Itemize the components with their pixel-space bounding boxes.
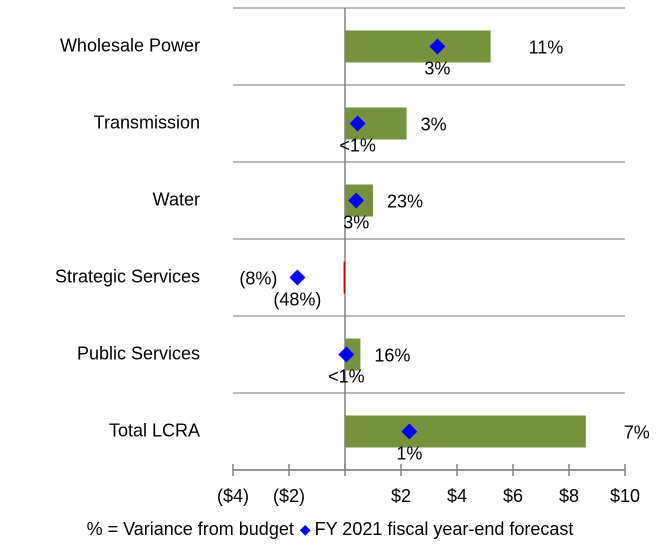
bar — [345, 415, 586, 448]
bar-label: 11% — [529, 37, 564, 57]
legend-note: % = Variance from budget — [87, 519, 294, 539]
bar-label: 7% — [624, 422, 650, 442]
legend: % = Variance from budget ◆ FY 2021 fiscal … — [87, 519, 574, 539]
marker-label: (48%) — [273, 289, 321, 309]
marker-label: 1% — [396, 443, 422, 463]
category-label: Wholesale Power — [60, 35, 200, 55]
x-tick-label: ($4) — [217, 486, 249, 506]
x-tick-label: ($2) — [273, 486, 305, 506]
category-label: Water — [153, 189, 200, 209]
forecast-marker — [338, 346, 355, 363]
bar-label: (8%) — [239, 268, 277, 288]
category-label: Strategic Services — [55, 266, 200, 286]
category-label: Transmission — [94, 112, 200, 132]
bar-label: 16% — [374, 345, 410, 365]
forecast-marker — [401, 423, 418, 440]
marker-label: <1% — [339, 135, 376, 155]
bar — [345, 30, 491, 63]
bar — [343, 261, 346, 294]
legend-entry: FY 2021 fiscal year-end forecast — [315, 519, 574, 539]
marker-label: 3% — [424, 58, 450, 78]
marker-label: 3% — [343, 212, 369, 232]
x-tick-label: $4 — [447, 486, 467, 506]
forecast-marker — [289, 269, 306, 286]
category-label: Total LCRA — [109, 420, 200, 440]
forecast-marker — [429, 38, 446, 55]
forecast-marker — [348, 192, 365, 209]
bar-label: 3% — [421, 114, 447, 134]
x-tick-label: $6 — [503, 486, 523, 506]
bar-label: 23% — [387, 191, 423, 211]
x-tick-label: $8 — [559, 486, 579, 506]
forecast-marker — [349, 115, 366, 132]
category-label: Public Services — [77, 343, 200, 363]
marker-label: <1% — [328, 366, 365, 386]
x-tick-label: $10 — [610, 486, 640, 506]
legend-marker: ◆ — [300, 521, 311, 537]
x-tick-label: $2 — [391, 486, 411, 506]
